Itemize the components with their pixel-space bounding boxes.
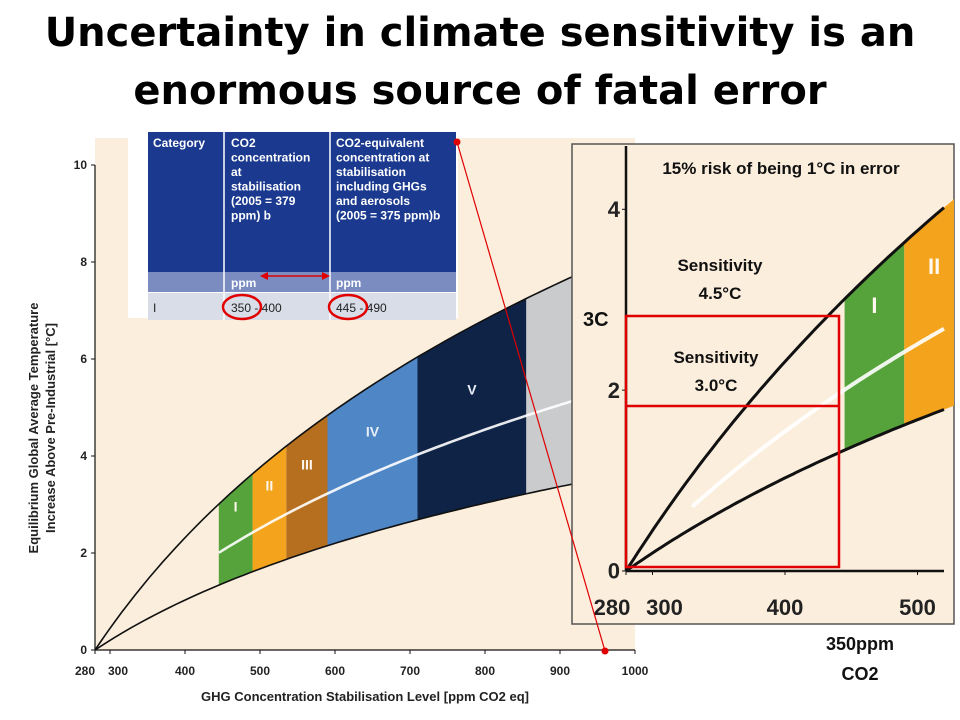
zoom-category-label-I: I [871, 293, 877, 318]
zoom-category-label-II: II [928, 254, 940, 279]
table-header-col3-line: and aerosols [336, 194, 410, 208]
title-text: Uncertainty in climate sensitivity is an… [44, 10, 916, 114]
main-x-tick-label: 400 [175, 664, 195, 678]
table-header-col3-line: (2005 = 375 ppm)b [336, 209, 440, 223]
zoom-title: 15% risk of being 1°C in error [662, 159, 900, 178]
main-band-I [218, 473, 253, 586]
double-arrow-head-right [322, 272, 330, 280]
main-y-axis-label-line1: Equilibrium Global Average Temperature [26, 303, 41, 554]
annotation-45-line2: 4.5°C [699, 284, 742, 303]
main-band-III [286, 415, 328, 560]
connector-dot-top [453, 138, 461, 146]
table-header-col3-line: stabilisation [336, 165, 406, 179]
main-y-tick-label: 10 [74, 158, 88, 172]
main-x-tick-label: 900 [550, 664, 570, 678]
main-median-curve [218, 381, 636, 554]
zoom-band-II [904, 199, 954, 425]
main-y-axis-label-line2: Increase Above Pre-Industrial [°C] [43, 323, 58, 533]
zoom-median-curve [690, 326, 946, 509]
main-y-tick-label: 6 [80, 352, 87, 366]
main-x-axis-label: GHG Concentration Stabilisation Level [p… [201, 689, 529, 704]
zoom-x-tick-label: 400 [767, 595, 804, 620]
highlight-box-3c [624, 314, 841, 569]
double-arrow-head-left [260, 272, 268, 280]
main-upper-curve [94, 248, 636, 651]
connector-line [456, 141, 606, 652]
zoom-x-tick-label: 500 [899, 595, 936, 620]
table-cell-co2eq: 445 - 490 [336, 301, 387, 315]
main-x-tick-label: 1000 [622, 664, 649, 678]
table-unit-col3: ppm [336, 276, 361, 290]
main-y-tick-label: 8 [80, 255, 87, 269]
table-header-col2-line: (2005 = 379 [231, 194, 296, 208]
connector-dot-bottom [601, 647, 609, 655]
main-x-tick-label: 300 [108, 664, 128, 678]
main-category-label-IV: IV [366, 424, 380, 440]
table-header-category: Category [153, 136, 205, 150]
table-header-col2-line: concentration [231, 151, 310, 165]
annotation-30-line1: Sensitivity [673, 348, 759, 367]
main-band-II [252, 446, 287, 572]
main-band-V [417, 298, 527, 520]
main-category-label-I: I [234, 499, 238, 515]
main-y-tick-label: 2 [80, 546, 87, 560]
table-header-col2-line: stabilisation [231, 180, 301, 194]
zoom-y-tick-label: 4 [608, 197, 621, 222]
main-x-tick-label: 800 [475, 664, 495, 678]
table-header-col3-line: including GHGs [336, 180, 427, 194]
zoom-band-I [844, 242, 905, 451]
main-x-tick-label: 500 [250, 664, 270, 678]
footnote-350ppm: 350ppm [826, 634, 894, 654]
table-header-col2-line: at [231, 165, 242, 179]
table-unit-row-bg [148, 272, 456, 292]
marker-label-3c: 3C [583, 309, 609, 331]
table-header-bg [148, 132, 456, 272]
annotation-45-line1: Sensitivity [677, 256, 763, 275]
circle-350 [221, 293, 263, 321]
table-header-col3-line: CO2-equivalent [336, 136, 424, 150]
slide-title: Uncertainty in climate sensitivity is an… [0, 4, 960, 120]
zoom-y-tick-label: 0 [608, 559, 620, 584]
stabilisation-table: Category CO2concentrationatstabilisation… [128, 130, 458, 321]
annotation-30-line2: 3.0°C [695, 376, 738, 395]
main-category-label-II: II [266, 478, 274, 494]
main-category-label-III: III [301, 457, 313, 473]
main-category-label-V: V [467, 382, 477, 398]
table-data-row-bg [148, 293, 456, 320]
main-lower-curve [94, 471, 636, 651]
zoom-x-tick-label: 280 [594, 595, 631, 620]
main-y-tick-label: 4 [80, 449, 87, 463]
table-cell-category: I [153, 301, 156, 315]
table-cell-co2: 350 - 400 [231, 301, 282, 315]
zoom-upper-curve [624, 206, 945, 572]
table-header-col2-line: CO2 [231, 136, 256, 150]
zoom-lower-curve [625, 408, 945, 573]
circle-445 [327, 293, 369, 321]
footnote-co2: CO2 [841, 664, 878, 684]
main-x-tick-label: 600 [325, 664, 345, 678]
table-header-col3-line: concentration at [336, 151, 429, 165]
table-header-col2-line: ppm) b [231, 209, 271, 223]
main-y-tick-label: 0 [80, 643, 87, 657]
main-band-IV [327, 357, 418, 546]
main-x-tick-label: 280 [75, 664, 95, 678]
table-unit-col2: ppm [231, 276, 256, 290]
zoom-x-tick-label: 300 [646, 595, 683, 620]
main-x-tick-label: 700 [400, 664, 420, 678]
zoom-y-tick-label: 2 [608, 378, 620, 403]
